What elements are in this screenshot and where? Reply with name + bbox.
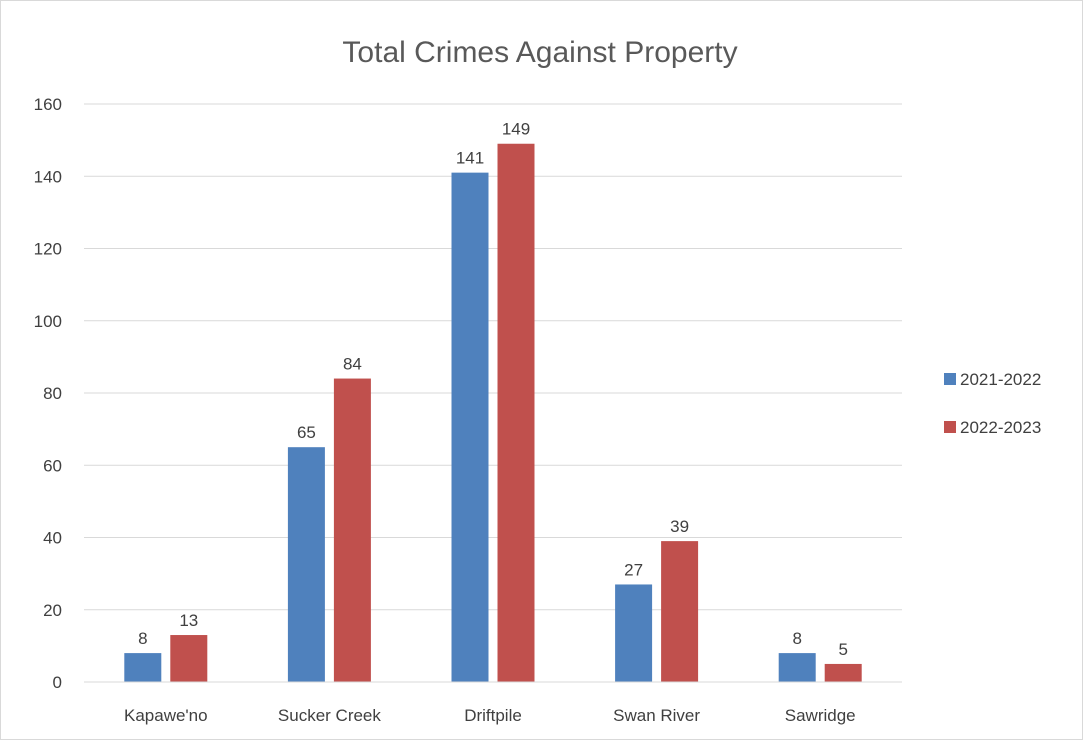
x-tick-label: Driftpile: [464, 706, 522, 725]
data-label: 149: [502, 120, 530, 139]
y-axis: 0 20 40 60 80 100 120 140 160: [34, 95, 62, 692]
bar: [451, 172, 489, 682]
x-tick-label: Kapawe'no: [124, 706, 208, 725]
bar: [615, 584, 653, 682]
gridlines: [84, 103, 902, 683]
data-label: 27: [624, 560, 643, 579]
bar: [497, 143, 535, 683]
x-tick-label: Sawridge: [785, 706, 856, 725]
y-tick-label: 120: [34, 240, 62, 259]
x-axis: Kapawe'no Sucker Creek Driftpile Swan River…: [84, 681, 902, 725]
bar: [661, 541, 699, 682]
data-label: 84: [343, 355, 362, 374]
bar: [170, 635, 208, 682]
bar: [287, 447, 325, 682]
y-tick-label: 60: [43, 456, 62, 475]
data-label: 8: [138, 629, 147, 648]
data-labels: 8 13 65 84 141 149 27 39 8 5: [138, 120, 848, 659]
data-label: 39: [670, 517, 689, 536]
y-tick-label: 140: [34, 167, 62, 186]
bar: [824, 663, 862, 682]
y-tick-label: 100: [34, 312, 62, 331]
x-tick-label: Sucker Creek: [278, 706, 381, 725]
chart-title: Total Crimes Against Property: [342, 36, 737, 69]
data-label: 13: [179, 611, 198, 630]
legend: 2021-2022 2022-2023: [944, 370, 1041, 437]
data-label: 5: [838, 640, 847, 659]
y-tick-label: 160: [34, 95, 62, 114]
data-label: 8: [792, 629, 801, 648]
data-label: 141: [456, 149, 484, 168]
bar: [124, 653, 162, 682]
legend-swatch: [944, 373, 956, 385]
y-tick-label: 80: [43, 384, 62, 403]
data-label: 65: [297, 423, 316, 442]
bar: [333, 378, 371, 682]
bar: [778, 653, 816, 682]
legend-swatch: [944, 421, 956, 433]
bars: [124, 143, 862, 683]
y-tick-label: 0: [53, 673, 62, 692]
y-tick-label: 40: [43, 529, 62, 548]
y-tick-label: 20: [43, 601, 62, 620]
legend-label: 2022-2023: [960, 418, 1041, 437]
legend-label: 2021-2022: [960, 370, 1041, 389]
x-tick-label: Swan River: [613, 706, 700, 725]
